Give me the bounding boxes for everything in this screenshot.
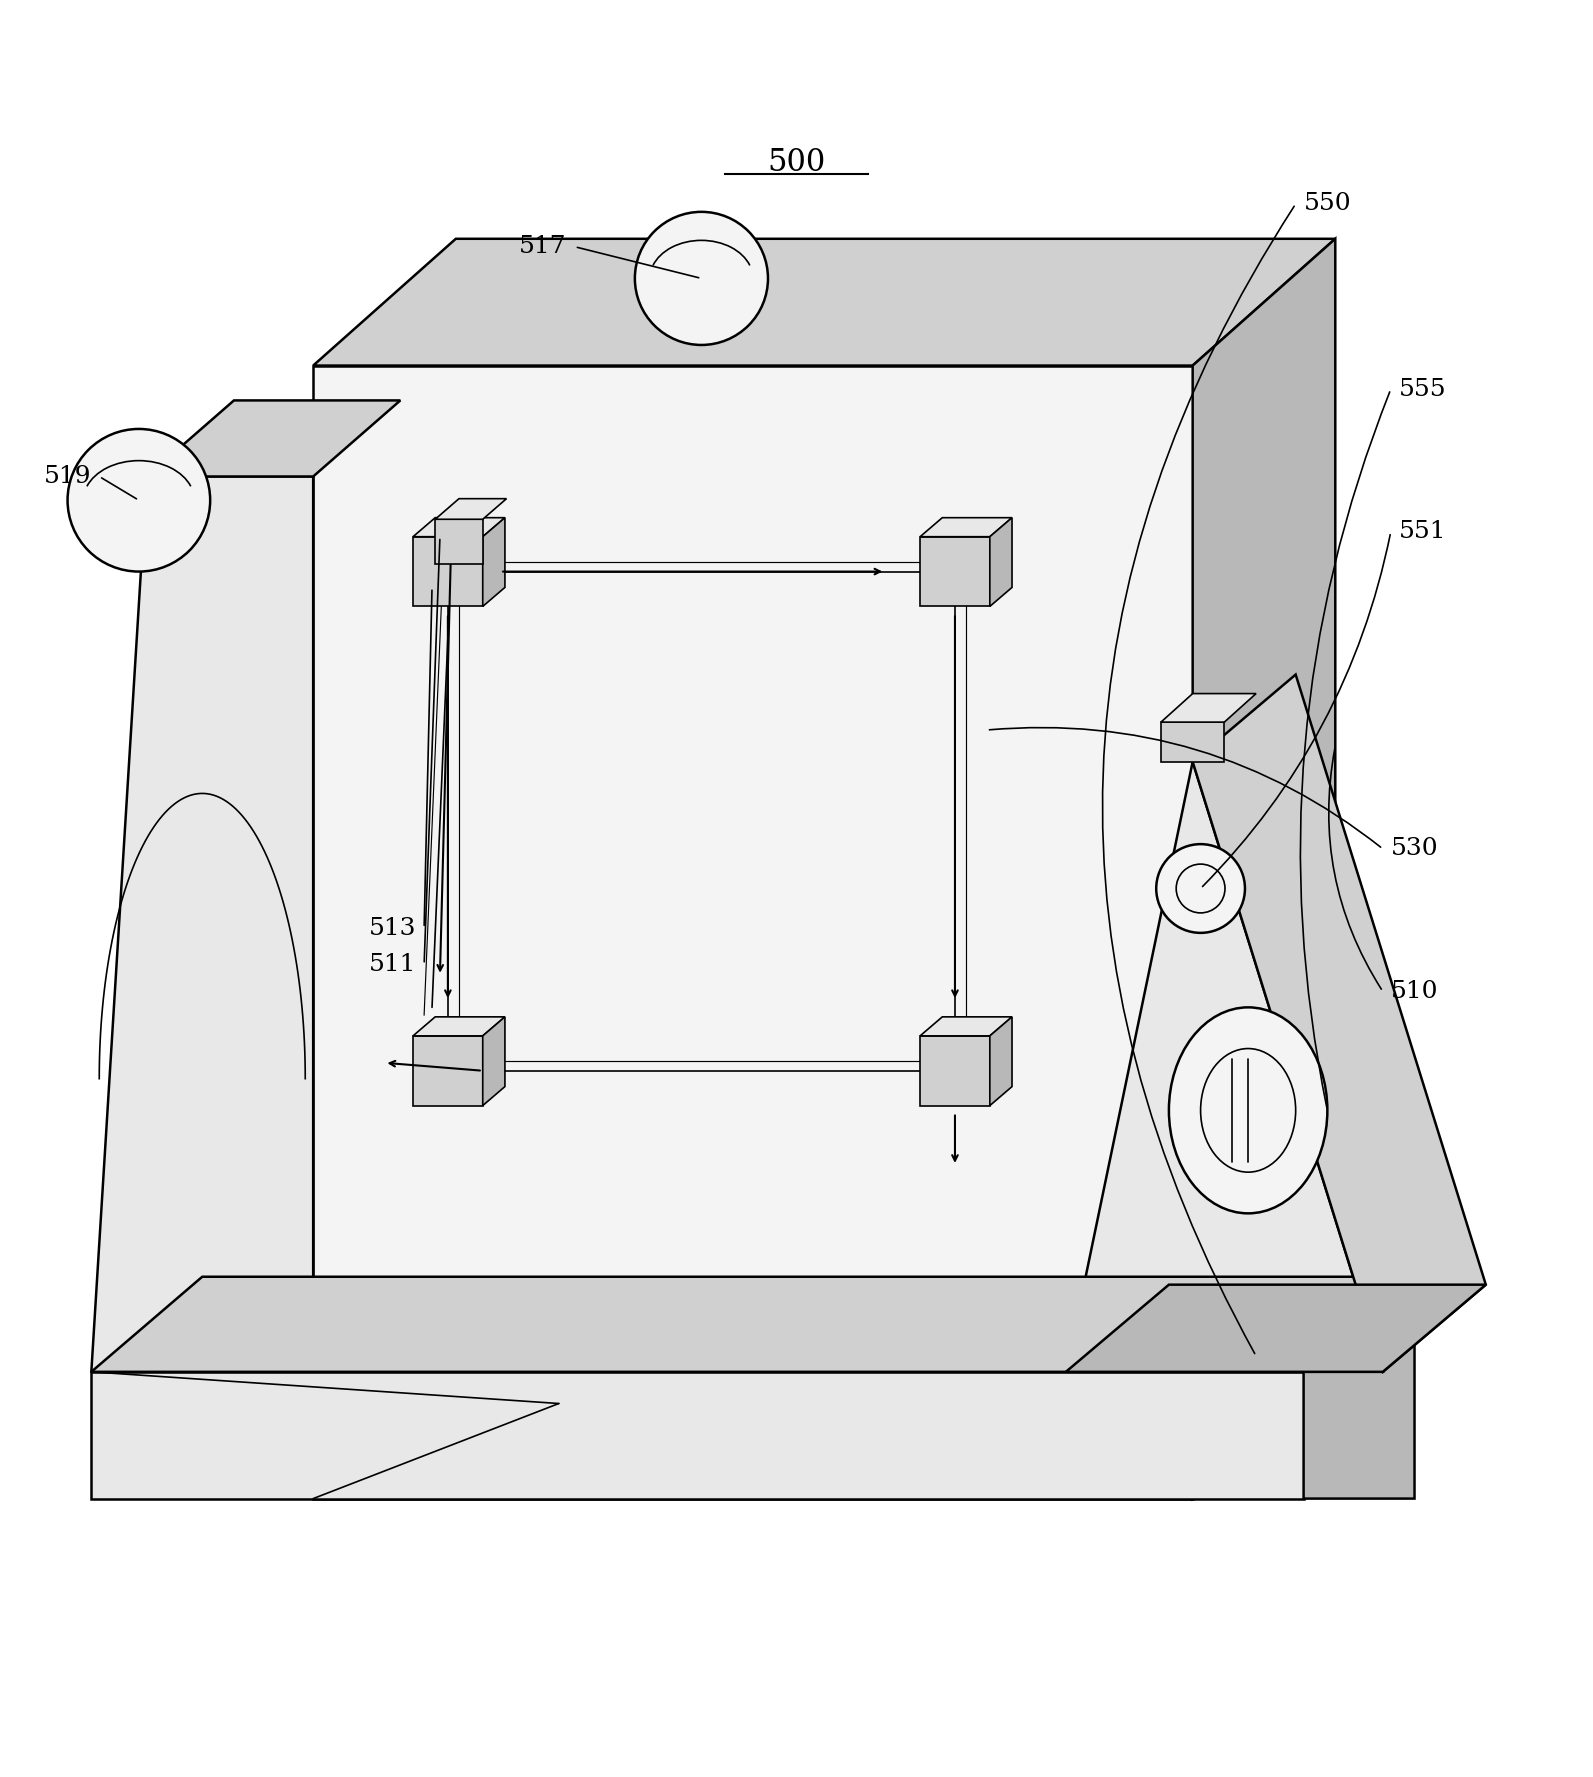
Text: 517: 517 (519, 235, 567, 258)
Polygon shape (921, 1036, 989, 1105)
Polygon shape (1066, 762, 1383, 1372)
Polygon shape (989, 517, 1012, 606)
Polygon shape (91, 1276, 1415, 1372)
Text: 550: 550 (1303, 192, 1351, 215)
Polygon shape (483, 1016, 505, 1105)
Polygon shape (435, 519, 483, 563)
Polygon shape (147, 400, 400, 476)
Polygon shape (435, 499, 507, 519)
Polygon shape (921, 517, 1012, 537)
Polygon shape (1066, 1285, 1486, 1372)
Polygon shape (1193, 238, 1335, 1498)
Polygon shape (314, 238, 1335, 366)
Polygon shape (1193, 675, 1486, 1372)
Text: 551: 551 (1399, 521, 1446, 544)
Polygon shape (413, 1016, 505, 1036)
Polygon shape (483, 517, 505, 606)
Polygon shape (1161, 693, 1255, 721)
Ellipse shape (1169, 1008, 1327, 1214)
Circle shape (636, 211, 768, 345)
Text: 519: 519 (45, 466, 91, 489)
Polygon shape (921, 537, 989, 606)
Polygon shape (413, 517, 505, 537)
Circle shape (1157, 844, 1246, 933)
Polygon shape (1303, 1276, 1415, 1498)
Circle shape (67, 428, 210, 572)
Text: 513: 513 (368, 917, 416, 940)
Polygon shape (921, 1016, 1012, 1036)
Polygon shape (413, 537, 483, 606)
Text: 511: 511 (370, 952, 416, 976)
Text: 500: 500 (768, 147, 825, 178)
Polygon shape (91, 476, 314, 1498)
Polygon shape (314, 366, 1193, 1498)
Polygon shape (413, 1036, 483, 1105)
Polygon shape (91, 1372, 1303, 1498)
Text: 530: 530 (1391, 837, 1438, 860)
Polygon shape (989, 1016, 1012, 1105)
Text: 510: 510 (1391, 979, 1438, 1002)
Polygon shape (1161, 721, 1225, 762)
Text: 555: 555 (1399, 379, 1446, 402)
